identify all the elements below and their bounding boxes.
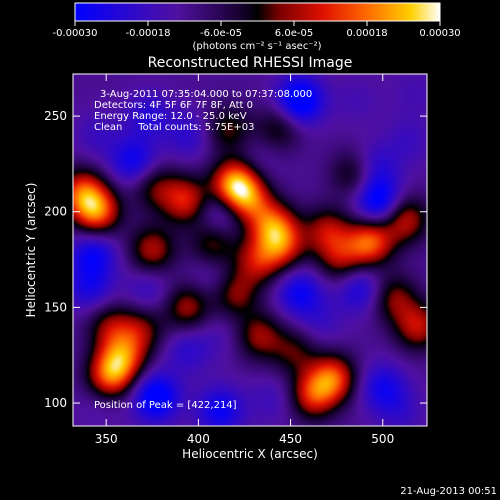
x-axis-ticks: 350 400 450 500 [95,74,394,446]
colorbar-unit-label: (photons cm⁻² s⁻¹ asec⁻²) [192,41,321,52]
colorbar-tick-label: 6.0e-05 [275,28,313,39]
colorbar-ticks: -0.00030 -0.00018 -6.0e-05 6.0e-05 0.00018 0.… [53,21,461,39]
x-tick-label: 400 [187,432,210,446]
observation-info: 3-Aug-2011 07:35:04.000 to 07:37:08.000 … [94,89,312,133]
colorbar-tick-label: -0.00018 [126,28,171,39]
y-tick-label: 100 [44,396,67,410]
x-tick-label: 350 [95,432,118,446]
annotation-time-range: 3-Aug-2011 07:35:04.000 to 07:37:08.000 [100,89,312,100]
x-tick-label: 450 [279,432,302,446]
x-axis-label: Heliocentric X (arcsec) [182,447,318,461]
plot-frame [72,73,428,427]
heatmap-image [73,74,427,426]
y-axis-ticks: 100 150 200 250 [44,109,427,410]
colorbar-tick-label: 0.00030 [419,28,460,39]
annotation-energy-range: Energy Range: 12.0 - 25.0 keV [94,111,247,122]
y-tick-label: 150 [44,300,67,314]
colorbar [74,2,441,22]
annotation-detectors: Detectors: 4F 5F 6F 7F 8F, Att 0 [94,100,253,111]
colorbar-tick-label: -6.0e-05 [200,28,242,39]
colorbar-tick-label: 0.00018 [346,28,387,39]
footer-timestamp: 21-Aug-2013 00:51 [400,486,497,497]
y-axis-label: Heliocentric Y (arcsec) [24,183,38,318]
peak-position-label: Position of Peak = [422,214] [94,400,237,411]
y-tick-label: 250 [44,109,67,123]
peak-marker [237,183,241,187]
y-tick-label: 200 [44,205,67,219]
colorbar-tick-label: -0.00030 [53,28,98,39]
chart-title: Reconstructed RHESSI Image [148,55,353,71]
annotation-clean-counts: Clean Total counts: 5.75E+03 [94,122,254,133]
x-tick-label: 500 [371,432,394,446]
